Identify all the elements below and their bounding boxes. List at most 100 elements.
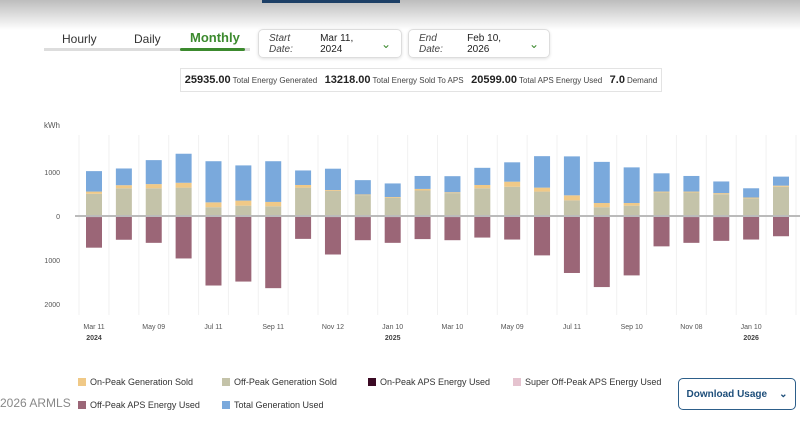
tab-hourly[interactable]: Hourly bbox=[62, 32, 97, 46]
bar-on-peak-generation-sold-14 bbox=[504, 181, 521, 187]
bar-off-peak-generation-sold-21 bbox=[713, 194, 730, 216]
bar-on-peak-generation-sold-22 bbox=[743, 197, 760, 199]
bar-off-peak-generation-sold-16 bbox=[563, 200, 580, 216]
bar-total-generation-used-11 bbox=[414, 175, 431, 189]
start-date-label: Start Date: bbox=[269, 32, 293, 55]
bar-off-peak-generation-sold-6 bbox=[265, 206, 282, 216]
header-band bbox=[0, 0, 800, 30]
bar-on-peak-generation-sold-13 bbox=[474, 184, 491, 189]
active-tab-indicator bbox=[180, 48, 245, 51]
bar-off-peak-aps-energy-used-13 bbox=[474, 216, 491, 238]
bar-total-generation-used-6 bbox=[265, 161, 282, 202]
legend-on-peak-used[interactable]: On-Peak APS Energy Used bbox=[368, 377, 490, 387]
x-tick-label: Sep 10 bbox=[621, 324, 643, 331]
bar-off-peak-generation-sold-1 bbox=[115, 188, 132, 216]
bar-on-peak-generation-sold-6 bbox=[265, 201, 282, 207]
start-date-picker[interactable]: Start Date: Mar 11, 2024 ⌄ bbox=[258, 29, 402, 58]
bar-off-peak-aps-energy-used-0 bbox=[86, 217, 102, 248]
bar-off-peak-aps-energy-used-10 bbox=[384, 217, 401, 243]
bar-off-peak-generation-sold-13 bbox=[474, 188, 491, 216]
summary-used: 20599.00 Total APS Energy Used bbox=[471, 74, 603, 86]
bar-off-peak-aps-energy-used-17 bbox=[593, 216, 610, 288]
bar-off-peak-generation-sold-15 bbox=[534, 191, 551, 216]
bar-total-generation-used-19 bbox=[653, 173, 670, 192]
summary-demand: 7.0 Demand bbox=[609, 74, 658, 86]
x-tick-label: Jan 10 bbox=[741, 324, 762, 331]
bar-off-peak-generation-sold-17 bbox=[593, 207, 610, 216]
summary-sold: 13218.00 Total Energy Sold To APS bbox=[324, 74, 464, 86]
bar-off-peak-generation-sold-8 bbox=[324, 190, 341, 216]
bar-off-peak-aps-energy-used-15 bbox=[534, 216, 551, 256]
bar-on-peak-generation-sold-17 bbox=[593, 203, 610, 208]
y-tick-label: 1000 bbox=[44, 258, 60, 265]
bar-total-generation-used-15 bbox=[534, 156, 551, 188]
bar-on-peak-generation-sold-3 bbox=[175, 182, 192, 188]
x-tick-label: May 09 bbox=[501, 324, 524, 331]
x-tick-label: Mar 10 bbox=[442, 324, 464, 331]
bar-on-peak-generation-sold-0 bbox=[86, 191, 102, 194]
x-tick-label: Nov 08 bbox=[680, 324, 702, 331]
bar-on-peak-generation-sold-15 bbox=[534, 187, 551, 192]
bar-off-peak-generation-sold-19 bbox=[653, 192, 670, 216]
bar-off-peak-aps-energy-used-5 bbox=[235, 216, 252, 282]
bar-on-peak-generation-sold-23 bbox=[773, 185, 790, 187]
legend-total-gen-used[interactable]: Total Generation Used bbox=[222, 400, 324, 410]
bar-total-generation-used-9 bbox=[354, 180, 371, 195]
bar-off-peak-aps-energy-used-22 bbox=[743, 216, 760, 240]
bar-off-peak-generation-sold-2 bbox=[145, 188, 162, 216]
bar-total-generation-used-21 bbox=[713, 181, 730, 194]
bar-total-generation-used-2 bbox=[145, 160, 162, 185]
y-tick-label: 1000 bbox=[44, 170, 60, 177]
legend-swatch bbox=[78, 401, 86, 409]
bar-on-peak-generation-sold-21 bbox=[713, 193, 730, 195]
bar-total-generation-used-23 bbox=[773, 176, 790, 186]
usage-chart: kWh 1000 0 1000 2000 Mar 11 2024 May 09 Jul 11 S… bbox=[44, 121, 800, 342]
y-tick-label: 2000 bbox=[44, 302, 60, 309]
bar-off-peak-generation-sold-5 bbox=[235, 205, 252, 216]
x-year-label: 2024 bbox=[86, 335, 102, 342]
legend-swatch bbox=[222, 378, 230, 386]
bar-off-peak-aps-energy-used-1 bbox=[115, 216, 132, 240]
x-tick-label: Jan 10 bbox=[382, 324, 403, 331]
bar-total-generation-used-5 bbox=[235, 165, 252, 201]
bar-off-peak-generation-sold-4 bbox=[205, 207, 222, 216]
bar-on-peak-generation-sold-1 bbox=[115, 185, 132, 189]
legend-off-peak-sold[interactable]: Off-Peak Generation Sold bbox=[222, 377, 337, 387]
bar-off-peak-generation-sold-10 bbox=[384, 197, 401, 216]
bar-off-peak-aps-energy-used-11 bbox=[414, 216, 431, 240]
bar-off-peak-aps-energy-used-4 bbox=[205, 216, 222, 286]
x-tick-label: Mar 11 bbox=[83, 324, 104, 331]
bar-on-peak-generation-sold-4 bbox=[205, 202, 222, 208]
tab-monthly[interactable]: Monthly bbox=[190, 30, 240, 45]
legend-off-peak-used[interactable]: Off-Peak APS Energy Used bbox=[78, 400, 200, 410]
chevron-down-icon: ⌄ bbox=[779, 388, 788, 400]
bar-on-peak-generation-sold-5 bbox=[235, 200, 252, 206]
bar-on-peak-generation-sold-2 bbox=[145, 184, 162, 189]
tab-daily[interactable]: Daily bbox=[134, 32, 161, 46]
bar-on-peak-generation-sold-20 bbox=[683, 191, 700, 193]
bar-off-peak-aps-energy-used-7 bbox=[295, 216, 312, 239]
bar-on-peak-generation-sold-16 bbox=[563, 195, 580, 201]
bar-off-peak-aps-energy-used-12 bbox=[444, 217, 461, 241]
download-label: Download Usage bbox=[686, 388, 768, 400]
bar-total-generation-used-0 bbox=[86, 171, 102, 192]
x-tick-label: Jul 11 bbox=[204, 324, 222, 331]
bar-off-peak-aps-energy-used-8 bbox=[324, 217, 341, 255]
end-date-picker[interactable]: End Date: Feb 10, 2026 ⌄ bbox=[408, 29, 550, 58]
legend-on-peak-sold[interactable]: On-Peak Generation Sold bbox=[78, 377, 193, 387]
end-date-value: Feb 10, 2026 bbox=[467, 32, 502, 55]
bar-total-generation-used-4 bbox=[205, 161, 222, 203]
bar-off-peak-aps-energy-used-23 bbox=[773, 216, 790, 237]
x-tick-label: Jul 11 bbox=[563, 324, 581, 331]
bar-off-peak-generation-sold-23 bbox=[773, 186, 790, 216]
bar-on-peak-generation-sold-12 bbox=[444, 192, 461, 194]
legend-super-off-peak-used[interactable]: Super Off-Peak APS Energy Used bbox=[513, 377, 661, 387]
bar-total-generation-used-22 bbox=[743, 188, 760, 198]
download-usage-button[interactable]: Download Usage ⌄ bbox=[678, 378, 796, 410]
bar-total-generation-used-16 bbox=[563, 156, 580, 196]
summary-generated: 25935.00 Total Energy Generated bbox=[184, 74, 318, 86]
bar-on-peak-generation-sold-8 bbox=[324, 190, 341, 191]
bar-total-generation-used-3 bbox=[175, 153, 192, 183]
bar-on-peak-generation-sold-7 bbox=[295, 184, 312, 188]
x-year-label: 2025 bbox=[385, 335, 401, 342]
